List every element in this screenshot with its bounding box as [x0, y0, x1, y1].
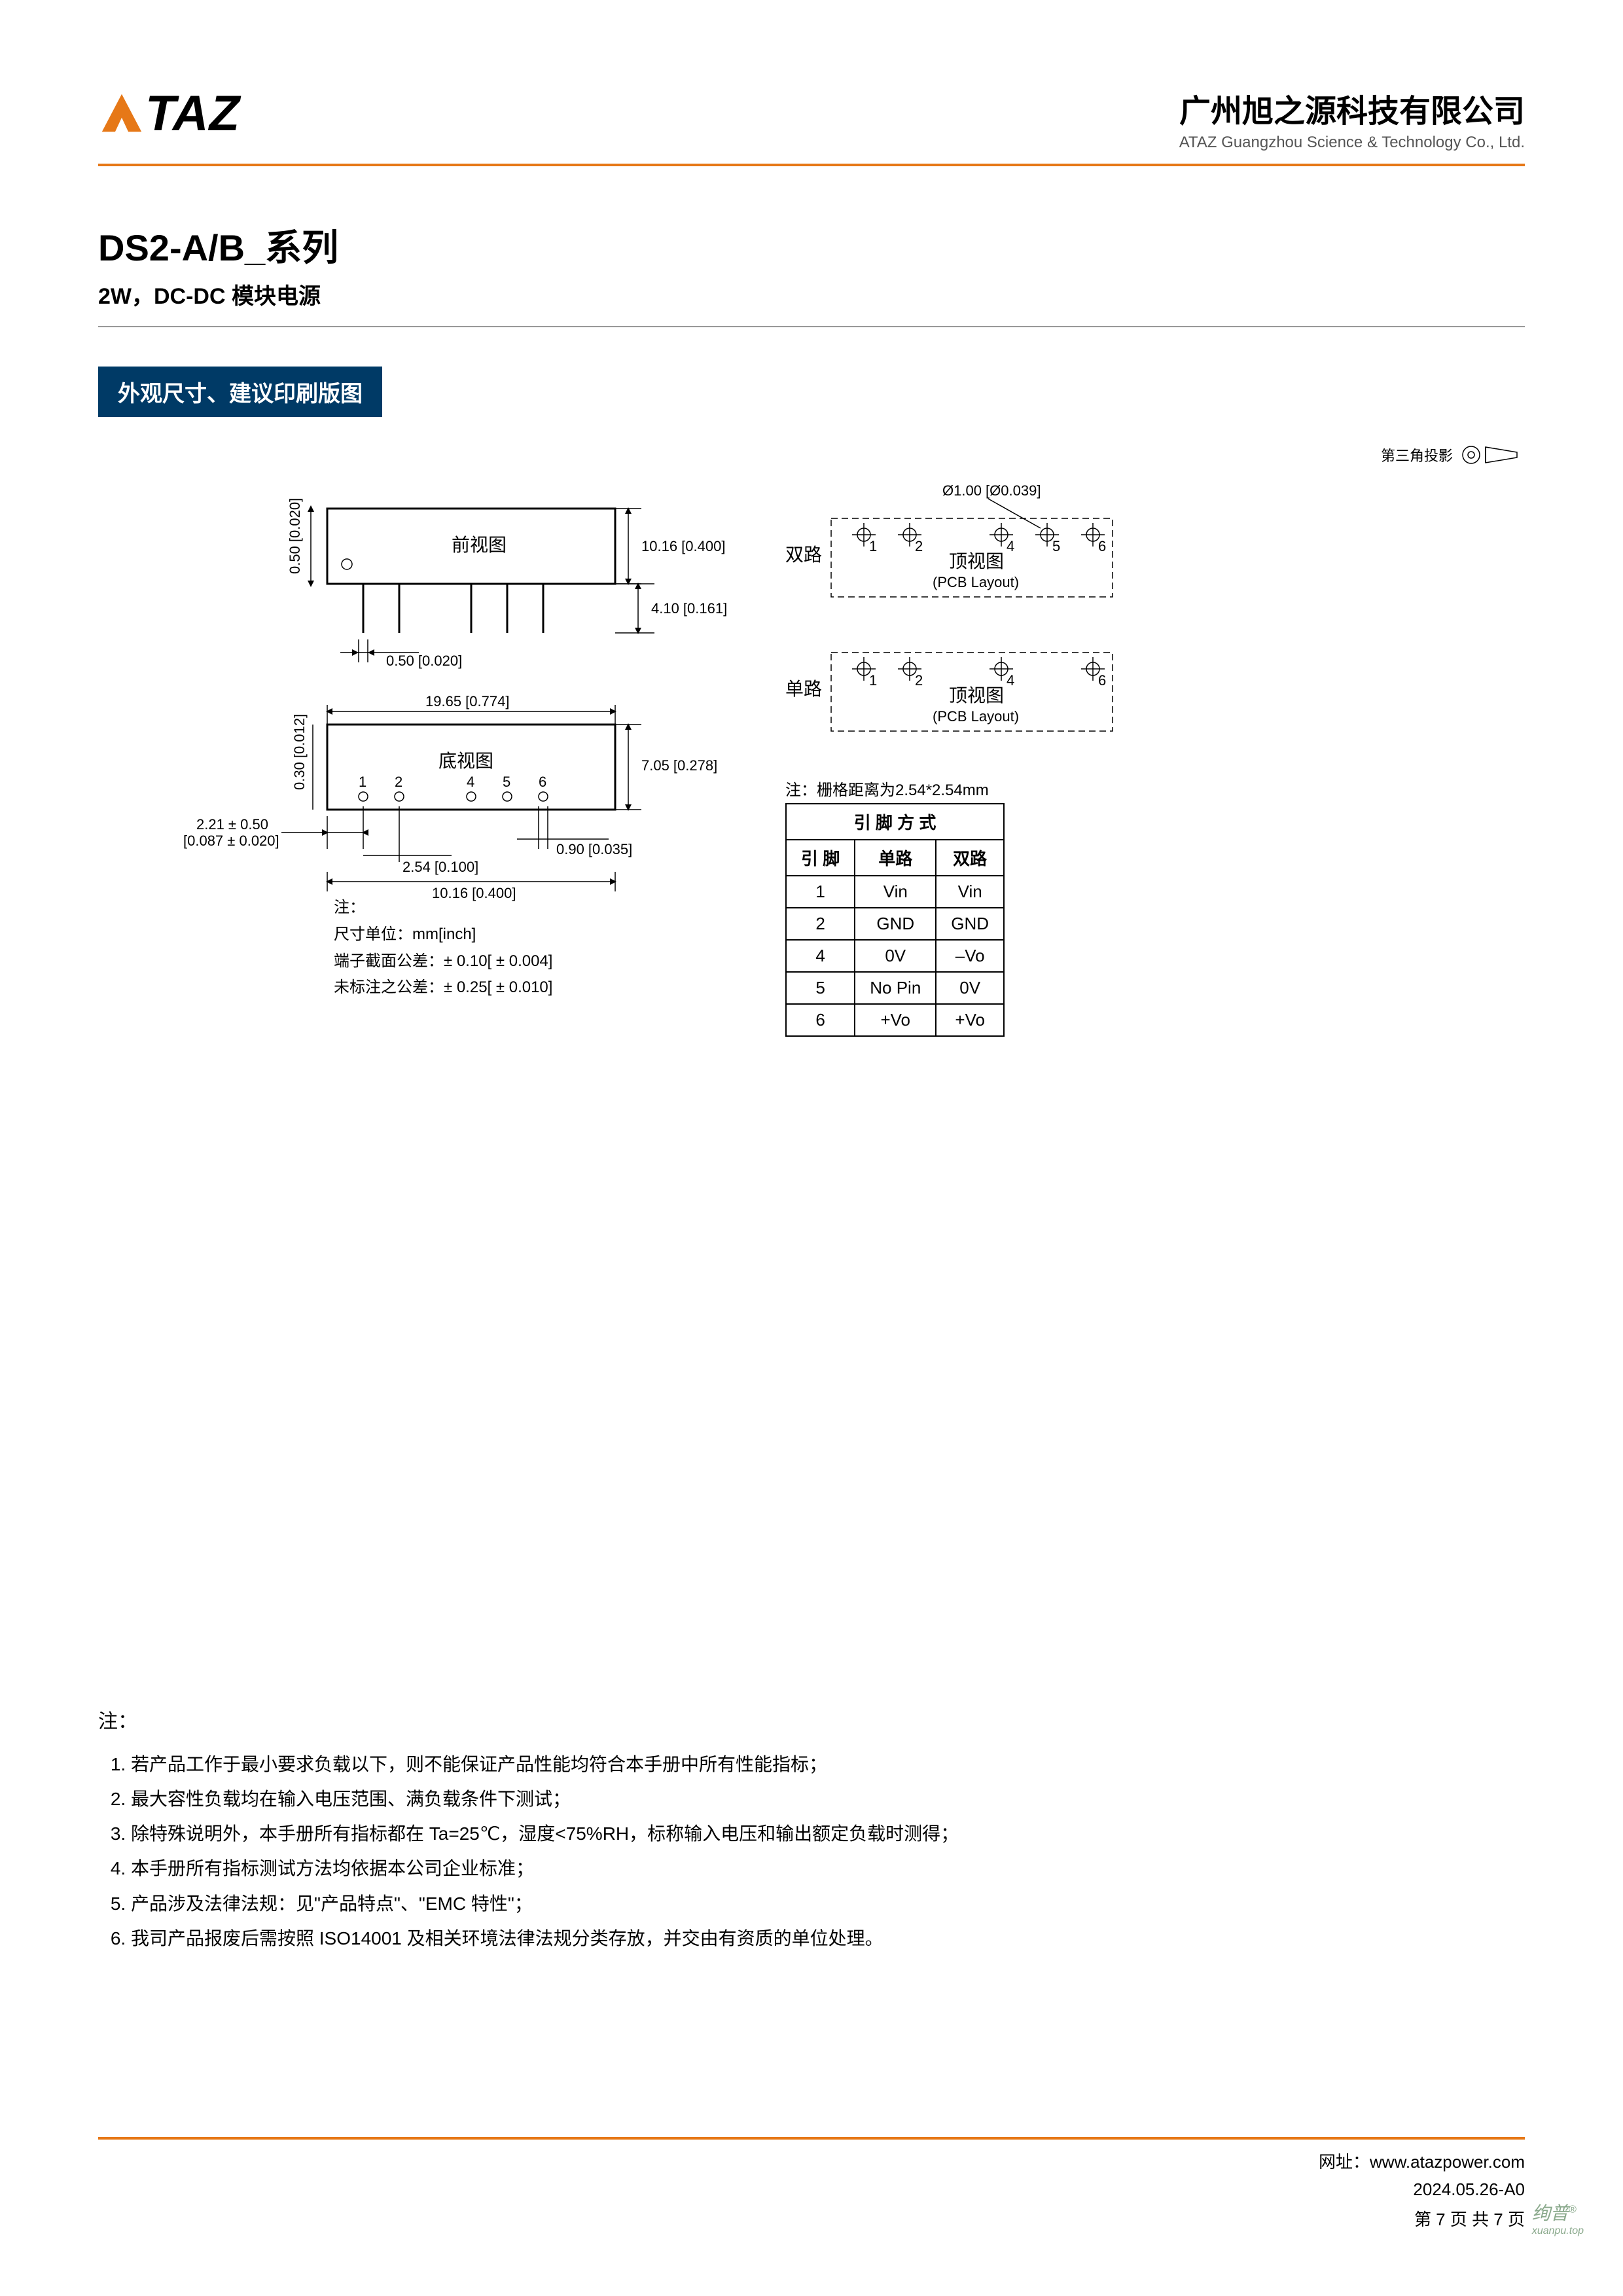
- svg-text:双路: 双路: [785, 545, 822, 565]
- company-name-cn: 广州旭之源科技有限公司: [1179, 85, 1525, 131]
- svg-text:6: 6: [1098, 538, 1106, 554]
- svg-text:6: 6: [1098, 672, 1106, 689]
- pcb-dual-diagram: Ø1.00 [Ø0.039] 1 2 4 5 6 顶视图 (PCB Layout…: [766, 482, 1191, 613]
- svg-text:Ø1.00 [Ø0.039]: Ø1.00 [Ø0.039]: [942, 482, 1041, 499]
- company-block: 广州旭之源科技有限公司 ATAZ Guangzhou Science & Tec…: [1179, 85, 1525, 152]
- footnote-2: 最大容性负载均在输入电压范围、满负载条件下测试；: [131, 1782, 1525, 1816]
- footnote-3: 除特殊说明外，本手册所有指标都在 Ta=25℃，湿度<75%RH，标称输入电压和…: [131, 1816, 1525, 1851]
- svg-text:6: 6: [539, 774, 546, 790]
- svg-text:19.65 [0.774]: 19.65 [0.774]: [425, 693, 509, 709]
- svg-text:(PCB Layout): (PCB Layout): [933, 574, 1019, 590]
- dim-note-2: 端子截面公差：± 0.10[ ± 0.004]: [334, 948, 552, 975]
- svg-text:前视图: 前视图: [452, 535, 507, 555]
- pin-col-1: 单路: [855, 840, 936, 876]
- svg-text:2: 2: [915, 538, 923, 554]
- page-footer: 网址：www.atazpower.com 2024.05.26-A0 第 7 页…: [98, 2130, 1525, 2231]
- svg-text:2: 2: [915, 672, 923, 689]
- logo-text: TAZ: [145, 85, 240, 142]
- svg-text:1: 1: [869, 538, 877, 554]
- projection-label: 第三角投影: [1381, 443, 1518, 467]
- svg-text:5: 5: [503, 774, 510, 790]
- pin-col-0: 引 脚: [786, 840, 855, 876]
- svg-text:[0.087 ± 0.020]: [0.087 ± 0.020]: [183, 833, 279, 849]
- series-subtitle: 2W，DC-DC 模块电源: [98, 278, 1525, 310]
- projection-icon: [1459, 443, 1518, 467]
- svg-text:顶视图: 顶视图: [949, 551, 1004, 571]
- footnotes: 注： 若产品工作于最小要求负载以下，则不能保证产品性能均符合本手册中所有性能指标…: [98, 1705, 1525, 1956]
- svg-text:0.50 [0.020]: 0.50 [0.020]: [287, 498, 303, 574]
- svg-text:0.90 [0.035]: 0.90 [0.035]: [556, 841, 632, 857]
- svg-text:底视图: 底视图: [438, 751, 493, 771]
- svg-text:0.30 [0.012]: 0.30 [0.012]: [291, 714, 308, 790]
- svg-text:2.21 ± 0.50: 2.21 ± 0.50: [196, 816, 268, 833]
- footnote-4: 本手册所有指标测试方法均依据本公司企业标准；: [131, 1851, 1525, 1886]
- logo-icon: [98, 90, 145, 137]
- series-title: DS2-A/B_系列: [98, 219, 1525, 272]
- bottom-view-diagram: 底视图 1 2 4 5 6 0.30 [0.012] 19.65 [0.774]: [177, 679, 766, 927]
- watermark: 绚普® xuanpu.top: [1532, 2199, 1584, 2237]
- pin-col-2: 双路: [936, 840, 1004, 876]
- svg-text:1: 1: [869, 672, 877, 689]
- svg-text:7.05 [0.278]: 7.05 [0.278]: [641, 757, 717, 774]
- section-heading: 外观尺寸、建议印刷版图: [98, 367, 382, 417]
- svg-text:0.50 [0.020]: 0.50 [0.020]: [386, 653, 462, 669]
- footer-url: 网址：www.atazpower.com: [98, 2149, 1525, 2173]
- svg-text:(PCB Layout): (PCB Layout): [933, 708, 1019, 725]
- projection-text: 第三角投影: [1381, 444, 1453, 465]
- page-header: TAZ 广州旭之源科技有限公司 ATAZ Guangzhou Science &…: [98, 85, 1525, 166]
- svg-text:4: 4: [1007, 672, 1014, 689]
- dimension-notes: 注： 尺寸单位：mm[inch] 端子截面公差：± 0.10[ ± 0.004]…: [334, 895, 552, 1001]
- dim-note-1: 尺寸单位：mm[inch]: [334, 922, 552, 948]
- svg-text:单路: 单路: [785, 679, 822, 699]
- svg-text:5: 5: [1052, 538, 1060, 554]
- svg-text:4.10 [0.161]: 4.10 [0.161]: [651, 600, 727, 617]
- pcb-single-diagram: 1 2 4 6 顶视图 (PCB Layout) 单路: [766, 633, 1191, 764]
- pin-table: 引 脚 方 式 引 脚 单路 双路 1VinVin 2GNDGND 40V–Vo…: [785, 803, 1005, 1037]
- svg-text:2.54 [0.100]: 2.54 [0.100]: [402, 859, 478, 875]
- svg-text:1: 1: [359, 774, 366, 790]
- dim-note-3: 未标注之公差：± 0.25[ ± 0.010]: [334, 975, 552, 1001]
- front-view-diagram: 前视图 0.50 [0.020] 10.16 [0.400] 4.10 [0.1…: [249, 482, 838, 679]
- title-block: DS2-A/B_系列 2W，DC-DC 模块电源: [98, 219, 1525, 327]
- footnote-6: 我司产品报废后需按照 ISO14001 及相关环境法律法规分类存放，并交由有资质…: [131, 1921, 1525, 1956]
- svg-text:4: 4: [467, 774, 474, 790]
- footer-date: 2024.05.26-A0: [98, 2179, 1525, 2200]
- diagrams-area: 第三角投影 前视图 0.50 [0.020]: [98, 443, 1525, 1071]
- svg-text:顶视图: 顶视图: [949, 685, 1004, 706]
- footer-page: 第 7 页 共 7 页: [98, 2206, 1525, 2231]
- svg-text:10.16 [0.400]: 10.16 [0.400]: [641, 538, 725, 554]
- dim-note-title: 注：: [334, 895, 552, 922]
- company-name-en: ATAZ Guangzhou Science & Technology Co.,…: [1179, 134, 1525, 152]
- logo: TAZ: [98, 85, 240, 142]
- footnotes-title: 注：: [98, 1705, 1525, 1734]
- footnote-1: 若产品工作于最小要求负载以下，则不能保证产品性能均符合本手册中所有性能指标；: [131, 1747, 1525, 1782]
- footnote-5: 产品涉及法律法规：见"产品特点"、"EMC 特性"；: [131, 1886, 1525, 1921]
- svg-text:4: 4: [1007, 538, 1014, 554]
- pin-table-title: 引 脚 方 式: [786, 804, 1004, 840]
- svg-text:2: 2: [395, 774, 402, 790]
- pcb-grid-note: 注：栅格距离为2.54*2.54mm: [785, 777, 989, 800]
